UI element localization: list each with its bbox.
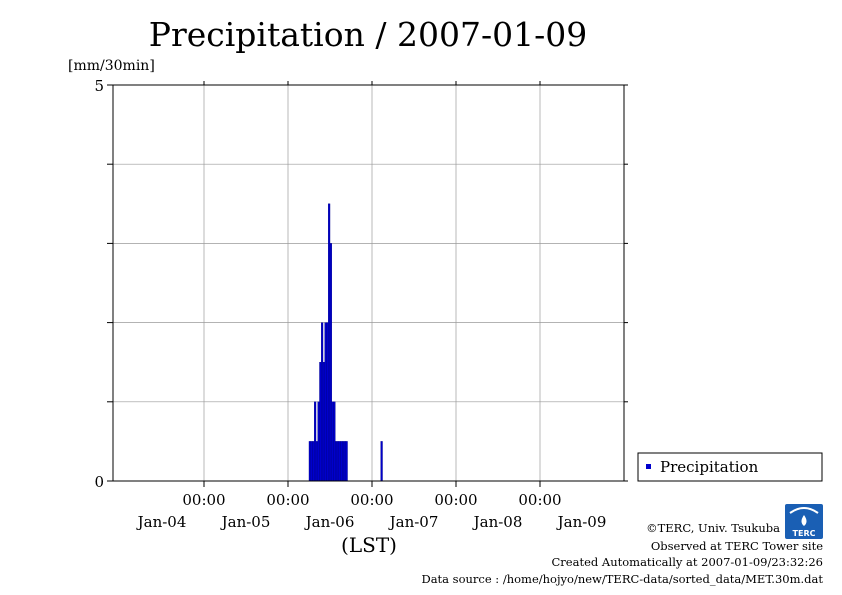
- precipitation-bar: [308, 441, 311, 482]
- x-tick-time-label: 00:00: [266, 491, 309, 509]
- x-tick-date-label: Jan-04: [136, 513, 187, 531]
- logo-text: TERC: [793, 529, 816, 538]
- precipitation-bar: [317, 401, 320, 482]
- precipitation-bar: [335, 441, 338, 482]
- legend-box: [637, 452, 823, 482]
- x-tick-date-label: Jan-08: [472, 513, 523, 531]
- precipitation-bars: [308, 203, 383, 482]
- y-axis-unit-label: [mm/30min]: [68, 58, 155, 74]
- x-tick-date-label: Jan-05: [220, 513, 271, 531]
- y-tick-label: 0: [94, 473, 104, 491]
- precipitation-bar: [329, 243, 332, 482]
- y-axis-ticks: 05: [94, 77, 628, 491]
- precipitation-bar: [314, 401, 317, 482]
- x-tick-date-label: Jan-07: [388, 513, 439, 531]
- x-tick-time-label: 00:00: [350, 491, 393, 509]
- x-tick-time-label: 00:00: [434, 491, 477, 509]
- legend-label: Precipitation: [660, 458, 759, 476]
- terc-logo: TERC: [785, 504, 823, 539]
- precipitation-bar: [338, 441, 341, 482]
- precipitation-bar: [343, 441, 346, 482]
- copyright-text: ©TERC, Univ. Tsukuba: [646, 521, 780, 535]
- precipitation-bar: [333, 401, 336, 482]
- x-tick-date-label: Jan-06: [304, 513, 355, 531]
- precipitation-bar: [328, 203, 331, 482]
- precipitation-bar: [322, 362, 325, 482]
- logo-wave-mark: [789, 507, 819, 514]
- precipitation-bar: [324, 322, 327, 482]
- y-tick-label: 5: [94, 77, 104, 95]
- precipitation-bar: [340, 441, 343, 482]
- x-axis-ticks: 00:00 Jan-04 00:00 Jan-05 00:00 Jan-06 00:00 Ja…: [136, 81, 607, 531]
- credits: ©TERC, Univ. Tsukuba Observed at TERC To…: [421, 521, 823, 586]
- chart-title: Precipitation / 2007-01-09: [149, 15, 587, 54]
- precipitation-bar: [342, 441, 345, 482]
- x-tick-time-label: 00:00: [518, 491, 561, 509]
- precipitation-bar: [310, 441, 313, 482]
- grid-lines: [113, 85, 624, 481]
- precipitation-bar: [321, 322, 324, 482]
- precipitation-bar: [345, 441, 348, 482]
- created-text: Created Automatically at 2007-01-09/23:3…: [552, 555, 824, 569]
- precipitation-bar: [312, 441, 315, 482]
- legend: Precipitation: [637, 452, 823, 482]
- observed-text: Observed at TERC Tower site: [651, 539, 823, 553]
- precipitation-bar: [315, 441, 318, 482]
- precipitation-bar: [331, 401, 334, 482]
- x-tick-date-label: Jan-09: [556, 513, 607, 531]
- precipitation-bar: [336, 441, 339, 482]
- x-tick-time-label: 00:00: [182, 491, 225, 509]
- precipitation-bar: [326, 322, 329, 482]
- precipitation-bar: [380, 441, 383, 482]
- logo-drop-mark: [801, 515, 807, 526]
- x-axis-label: (LST): [341, 533, 397, 557]
- legend-marker: [646, 464, 651, 469]
- precipitation-bar: [319, 362, 322, 482]
- data-source-text: Data source : /home/hojyo/new/TERC-data/…: [421, 572, 823, 586]
- plot-frame: [112, 84, 625, 482]
